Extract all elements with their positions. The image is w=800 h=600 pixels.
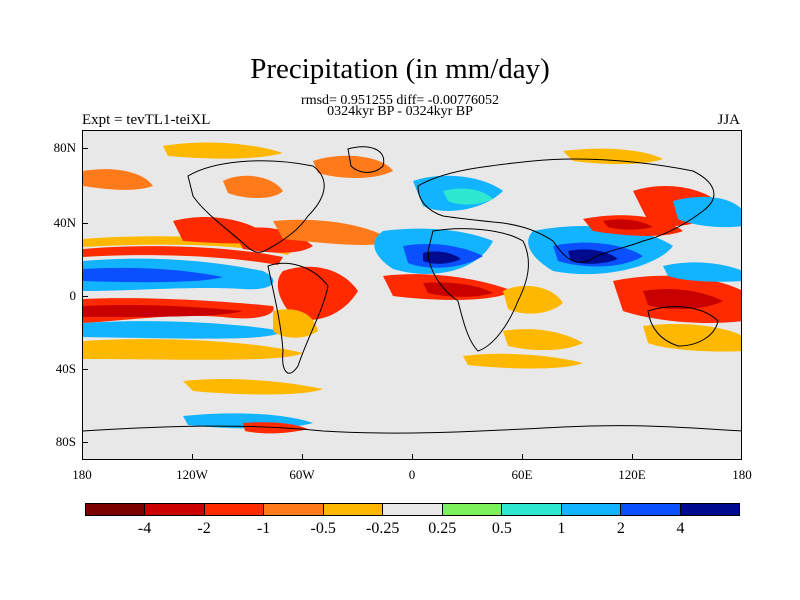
- field-blob: [273, 309, 318, 338]
- y-tick: [82, 296, 88, 297]
- period-line: 0324kyr BP - 0324kyr BP: [327, 104, 473, 119]
- x-tick: [412, 454, 413, 460]
- coastline-greenland: [347, 146, 385, 173]
- field-blob: [423, 251, 461, 264]
- colorbar-segment: [86, 504, 146, 515]
- y-tick-label-40s: 40S: [55, 361, 76, 376]
- field-blob: [603, 219, 653, 230]
- field-blob: [83, 246, 283, 265]
- coastlines: [83, 146, 741, 434]
- colorbar-label: -2: [197, 520, 211, 537]
- x-tick-label-180w: 180: [72, 467, 92, 482]
- colorbar-label: -1: [256, 520, 271, 537]
- field-blob: [83, 321, 283, 339]
- coastline-south-america: [267, 262, 329, 374]
- y-tick-label-80n: 80N: [53, 140, 76, 155]
- field-blob: [233, 227, 313, 253]
- x-tick: [192, 454, 193, 460]
- field-blob: [443, 188, 493, 205]
- field-blob: [463, 353, 583, 369]
- colorbar-label: 0.25: [428, 520, 457, 537]
- field-blob: [273, 219, 393, 245]
- colorbar-segment: [502, 504, 562, 515]
- coastline-australia: [647, 306, 719, 347]
- x-tick: [302, 454, 303, 460]
- colorbar-segment: [323, 504, 384, 515]
- colorbar-label: -0.25: [366, 520, 400, 537]
- field-blob: [223, 175, 283, 198]
- field-blob: [423, 282, 493, 297]
- y-tick: [82, 148, 88, 149]
- field-blob: [183, 378, 323, 395]
- x-tick-label-120w: 120W: [176, 467, 208, 482]
- y-tick: [82, 223, 88, 224]
- colorbar-segment: [442, 504, 503, 515]
- coastline-europe-asia: [417, 158, 715, 263]
- field-blob: [643, 289, 723, 310]
- experiment-label: Expt = tevTL1-teiXL: [82, 112, 211, 128]
- colorbar-segment: [264, 504, 324, 515]
- colorbar: [85, 503, 740, 516]
- y-tick: [82, 442, 88, 443]
- field-blob: [643, 324, 741, 352]
- field-blob: [163, 142, 283, 159]
- map-panel: [82, 130, 742, 460]
- x-tick-label-60e: 60E: [511, 467, 533, 482]
- y-tick: [82, 369, 88, 370]
- x-tick-label-60w: 60W: [289, 467, 315, 482]
- x-tick: [632, 454, 633, 460]
- field-blob: [563, 148, 663, 165]
- field-blob: [313, 155, 393, 178]
- x-tick: [522, 454, 523, 460]
- colorbar-label: -4: [137, 520, 152, 537]
- y-tick-label-80s: 80S: [55, 434, 76, 449]
- colorbar-segment: [680, 504, 739, 515]
- chart-title: Precipitation (in mm/day): [250, 53, 550, 85]
- field-blob: [83, 304, 243, 317]
- colorbar-label: 0.5: [491, 520, 512, 537]
- x-tick-label-0: 0: [408, 467, 416, 482]
- y-tick-label-40n: 40N: [53, 215, 76, 230]
- x-tick-label-120e: 120E: [618, 467, 646, 482]
- field-blob: [503, 285, 563, 314]
- coastline-africa: [427, 228, 529, 352]
- field-blob: [503, 329, 583, 351]
- coastline-north-america: [187, 160, 325, 253]
- colorbar-label: 2: [616, 520, 625, 537]
- colorbar-segment: [561, 504, 622, 515]
- coastline-antarctica: [83, 425, 741, 434]
- field-blob: [663, 262, 741, 282]
- colorbar-segment: [383, 504, 443, 515]
- colorbar-segment: [621, 504, 681, 515]
- field-blob: [277, 266, 358, 320]
- field-blob: [83, 267, 223, 283]
- x-tick-label-180e: 180: [732, 467, 752, 482]
- field-blob: [83, 339, 303, 360]
- y-tick-label-0: 0: [69, 288, 77, 303]
- field-blob: [83, 169, 153, 190]
- colorbar-segment: [145, 504, 205, 515]
- colorbar-label: -0.5: [310, 520, 336, 537]
- season-label: JJA: [717, 112, 740, 128]
- colorbar-label: 4: [676, 520, 685, 537]
- colorbar-segment: [204, 504, 265, 515]
- precipitation-field: [83, 142, 741, 434]
- colorbar-label: 1: [557, 520, 566, 537]
- stats-line: rmsd= 0.951255 diff= -0.00776052: [301, 93, 499, 108]
